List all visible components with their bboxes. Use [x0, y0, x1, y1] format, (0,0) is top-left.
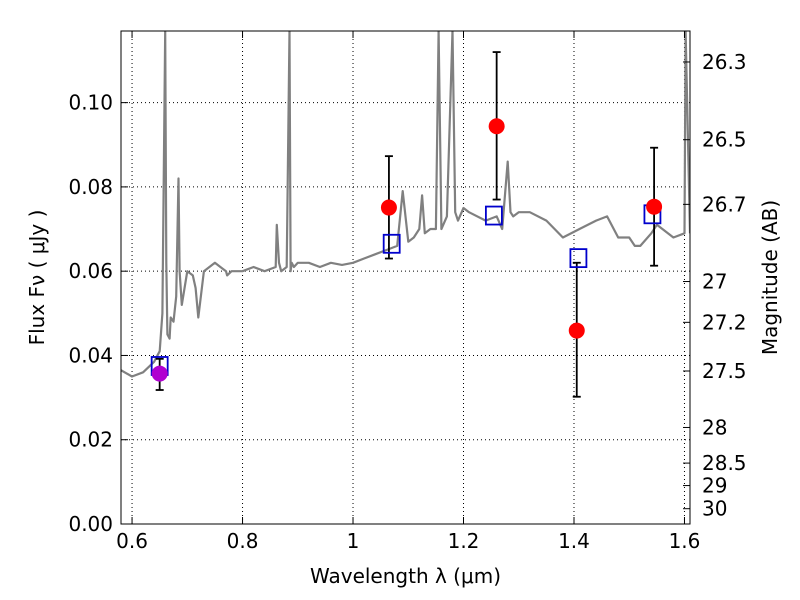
y-tick-label: 0.08 [68, 175, 113, 199]
magnitude-tick-label: 29 [702, 474, 727, 498]
magnitude-tick-label: 28 [702, 415, 727, 439]
model-spectrum [121, 31, 690, 378]
magnitude-tick-label: 27 [702, 270, 727, 294]
x-tick-label: 0.8 [227, 529, 259, 553]
observed-points [151, 118, 663, 382]
x-tick-label: 1.2 [448, 529, 480, 553]
grid [121, 31, 690, 525]
magnitude-tick-label: 26.5 [702, 128, 747, 152]
model-square [484, 205, 503, 226]
data-point [151, 365, 168, 382]
x-tick-label: 1.6 [669, 529, 701, 553]
model-square [382, 233, 401, 254]
y-axis-label: Flux Fν ( μJy ) [25, 210, 49, 346]
data-point [380, 199, 397, 216]
model-square [569, 248, 588, 269]
data-point [488, 118, 505, 135]
magnitude-axis-label: Magnitude (AB) [758, 200, 782, 355]
data-point [568, 322, 585, 339]
magnitude-tick-label: 26.7 [702, 192, 747, 216]
y-tick-label: 0.10 [68, 91, 113, 115]
x-tick-label: 0.6 [116, 529, 148, 553]
magnitude-tick-label: 28.5 [702, 451, 747, 475]
x-axis-label: Wavelength λ (μm) [310, 564, 501, 588]
ticks: 0.6 0.8 1 1.2 1.4 1.6 0.00 0.02 0.04 0.06 0.08 0.10… [68, 31, 747, 553]
y-tick-label: 0.06 [68, 259, 113, 283]
y-tick-label: 0.02 [68, 428, 113, 452]
y-tick-label: 0.04 [68, 343, 113, 367]
magnitude-tick-label: 27.2 [702, 310, 747, 334]
data-point [646, 198, 663, 215]
magnitude-tick-label: 26.3 [702, 50, 747, 74]
spectrum-line [121, 31, 690, 378]
plot-frame [120, 30, 691, 525]
x-tick-label: 1 [347, 529, 360, 553]
x-tick-label: 1.4 [558, 529, 590, 553]
y-tick-label: 0.00 [68, 512, 113, 536]
magnitude-tick-label: 27.5 [702, 359, 747, 383]
magnitude-tick-label: 30 [702, 497, 727, 521]
